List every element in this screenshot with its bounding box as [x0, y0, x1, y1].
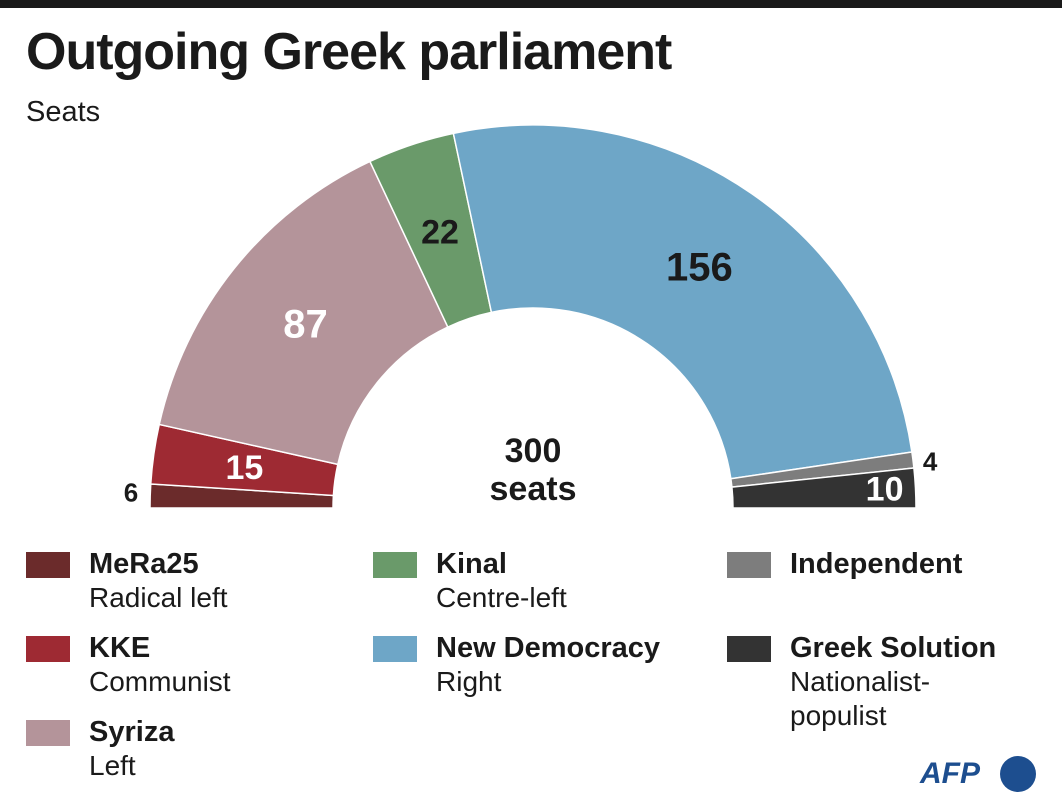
value-label-greek-solution: 10	[866, 471, 904, 509]
legend-name: Syriza	[89, 716, 175, 748]
logo-dot-icon	[1000, 756, 1036, 792]
legend-name: MeRa25	[89, 548, 199, 580]
legend-swatch	[26, 636, 70, 662]
logo-text: AFP	[920, 757, 980, 790]
legend-swatch	[373, 636, 417, 662]
legend-description: Communist	[89, 666, 231, 697]
center-label-line: 300	[505, 432, 562, 470]
legend-swatch	[727, 636, 771, 662]
legend-swatch	[373, 552, 417, 578]
legend-name: KKE	[89, 632, 151, 664]
chart-subtitle: Seats	[26, 96, 101, 128]
value-label-independent: 4	[923, 447, 938, 477]
legend-description: Radical left	[89, 582, 228, 613]
legend-name: Kinal	[436, 548, 507, 580]
value-label-new-democracy: 156	[666, 246, 733, 290]
value-label-kinal: 22	[421, 214, 459, 252]
seat-segment-syriza	[158, 160, 449, 466]
chart-title: Outgoing Greek parliament	[26, 23, 672, 81]
legend-name: Greek Solution	[790, 632, 997, 664]
value-label-mera25: 6	[124, 478, 138, 508]
legend-swatch	[727, 552, 771, 578]
legend-description: Right	[436, 666, 502, 697]
legend-name: New Democracy	[436, 632, 661, 664]
legend-name: Independent	[790, 548, 963, 580]
legend-description: Centre-left	[436, 582, 567, 613]
value-label-syriza: 87	[283, 303, 328, 347]
value-label-kke: 15	[225, 449, 263, 487]
legend-swatch	[26, 552, 70, 578]
center-label-line: seats	[490, 470, 577, 508]
top-bar	[0, 0, 1062, 8]
legend-description: Left	[89, 750, 136, 781]
legend-description: Nationalist- populist	[790, 666, 931, 731]
seat-segment-greek-solution	[731, 467, 917, 509]
seat-segment-new-democracy	[452, 124, 913, 480]
legend-swatch	[26, 720, 70, 746]
